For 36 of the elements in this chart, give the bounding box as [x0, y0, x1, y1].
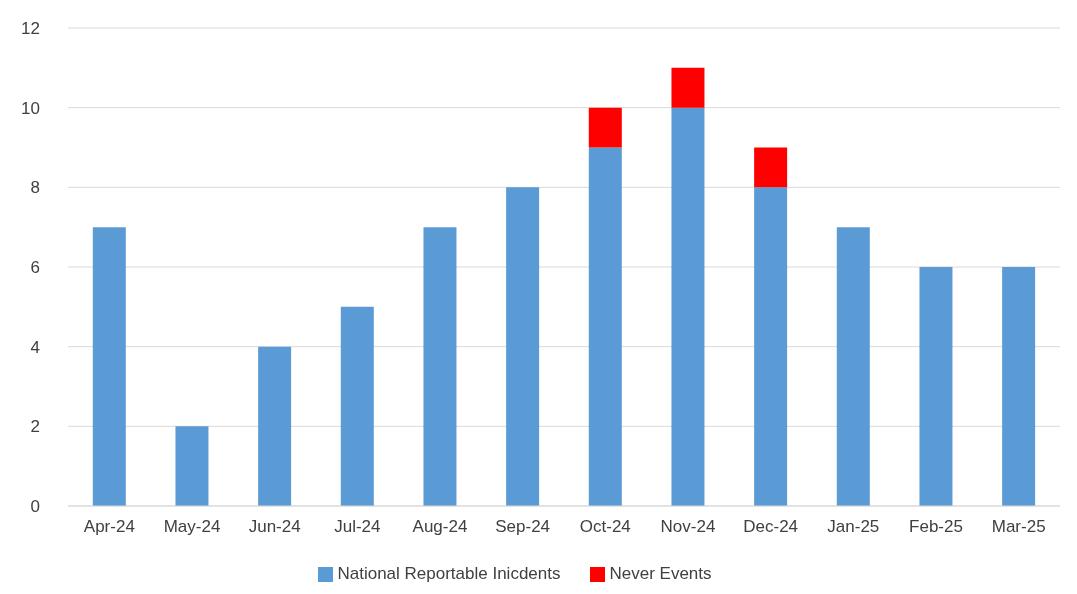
y-tick-label: 4 — [30, 337, 40, 357]
bar — [92, 227, 126, 506]
bar — [754, 147, 788, 188]
x-tick-label: Oct-24 — [579, 517, 631, 537]
bar — [919, 267, 953, 506]
bar — [836, 227, 870, 506]
x-tick-label: Jul-24 — [334, 517, 381, 537]
x-tick-label: Mar-25 — [991, 517, 1046, 537]
y-tick-label: 0 — [30, 497, 40, 517]
x-tick-label: May-24 — [163, 517, 221, 537]
bar — [588, 107, 622, 148]
x-tick-label: Jun-24 — [248, 517, 301, 537]
x-tick-label: Nov-24 — [660, 517, 716, 537]
bar — [754, 187, 788, 506]
bar — [506, 187, 540, 506]
bar — [423, 227, 457, 506]
bar — [175, 426, 209, 506]
bar — [671, 67, 705, 108]
bar — [671, 107, 705, 506]
y-tick-label: 12 — [21, 19, 40, 39]
bar — [258, 346, 292, 506]
y-tick-label: 6 — [30, 258, 40, 278]
x-tick-label: Aug-24 — [412, 517, 468, 537]
legend-label: Never Events — [609, 564, 712, 583]
y-tick-label: 2 — [30, 417, 40, 437]
y-tick-label: 8 — [30, 178, 40, 198]
x-tick-label: Sep-24 — [495, 517, 551, 537]
bar — [1002, 267, 1036, 506]
x-tick-label: Dec-24 — [743, 517, 799, 537]
x-tick-label: Apr-24 — [83, 517, 135, 537]
bar — [588, 147, 622, 506]
y-tick-label: 10 — [21, 98, 40, 118]
legend-label: National Reportable Inicdents — [337, 564, 561, 583]
bar — [340, 306, 374, 506]
x-tick-label: Jan-25 — [827, 517, 880, 537]
x-tick-label: Feb-25 — [909, 517, 963, 537]
